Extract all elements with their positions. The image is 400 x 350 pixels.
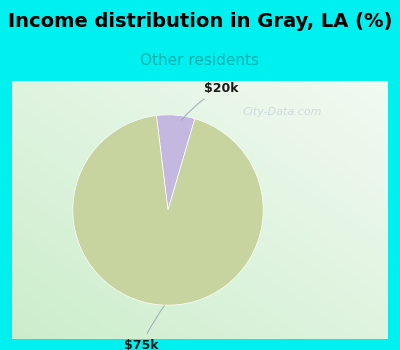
Text: City-Data.com: City-Data.com xyxy=(243,107,322,117)
Text: $20k: $20k xyxy=(181,82,239,120)
Text: Income distribution in Gray, LA (%): Income distribution in Gray, LA (%) xyxy=(8,12,392,31)
Text: $75k: $75k xyxy=(124,306,164,350)
Text: Other residents: Other residents xyxy=(140,52,260,68)
Wedge shape xyxy=(73,116,263,305)
Wedge shape xyxy=(156,115,195,210)
